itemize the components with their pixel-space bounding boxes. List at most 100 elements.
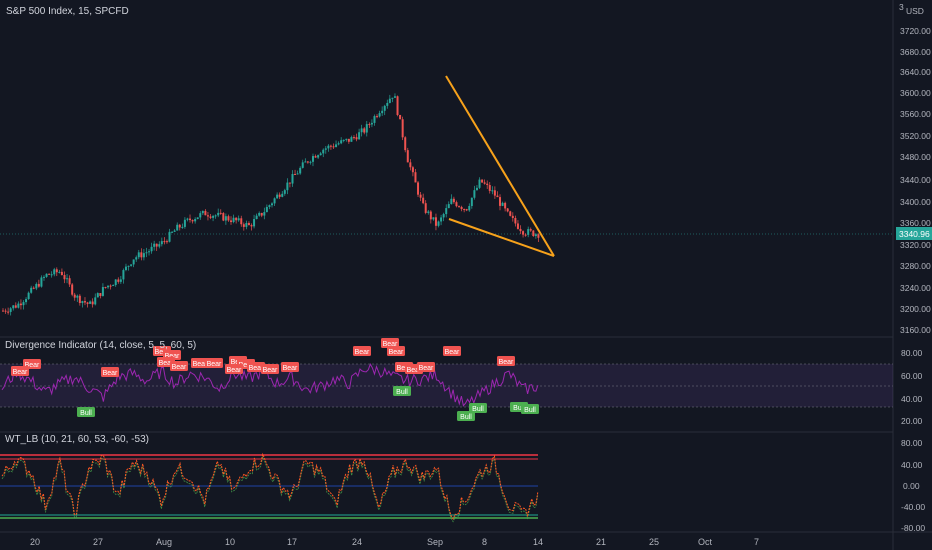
candle-body <box>478 179 481 188</box>
candle-body <box>255 215 258 220</box>
candle-body <box>294 174 297 176</box>
bull-marker[interactable]: Bull <box>521 404 539 414</box>
bear-marker[interactable]: Bear <box>443 346 461 356</box>
candle-body <box>194 219 197 222</box>
bull-marker[interactable]: Bull <box>77 407 95 417</box>
bear-marker-bg <box>417 362 435 372</box>
candle-body <box>278 194 281 197</box>
candle-body <box>504 202 507 209</box>
price-tick: 3400.00 <box>900 197 931 207</box>
currency-label[interactable]: USD <box>906 6 924 16</box>
wt-axis[interactable]: 80.00 40.00 0.00 -40.00 -80.00 <box>901 438 925 533</box>
candle-body <box>219 212 222 214</box>
bear-marker-label: Bear <box>13 369 28 376</box>
candle-body <box>447 204 450 209</box>
bear-marker[interactable]: Bear <box>205 358 223 368</box>
bear-marker[interactable]: Bear <box>381 338 399 348</box>
candle-body <box>499 197 502 206</box>
candle-body <box>181 226 184 228</box>
candle-body <box>383 105 386 111</box>
time-axis[interactable]: 20 27 Aug 10 17 24 Sep 8 14 21 25 Oct 7 <box>30 537 759 547</box>
candle-body <box>342 139 345 141</box>
price-tick: 3240.00 <box>900 283 931 293</box>
candle-body <box>335 144 338 147</box>
price-axis[interactable]: 3720.00 3680.00 3640.00 3600.00 3560.00 … <box>900 26 931 335</box>
candle-body <box>30 287 33 293</box>
candle-body <box>388 98 391 103</box>
candle-body <box>475 187 478 191</box>
candle-body <box>378 113 381 117</box>
bear-marker-label: Bear <box>159 360 174 367</box>
time-tick: 10 <box>225 537 235 547</box>
bear-marker[interactable]: Bear <box>101 367 119 377</box>
candle-body <box>127 265 130 267</box>
candle-body <box>393 96 396 98</box>
candle-body <box>2 310 4 312</box>
bull-marker[interactable]: Bull <box>469 403 487 413</box>
bear-marker[interactable]: Bear <box>497 356 515 366</box>
divergence-axis[interactable]: 80.00 60.00 40.00 20.00 <box>901 348 923 426</box>
candle-body <box>363 128 366 133</box>
candle-body <box>135 257 138 260</box>
candle-body <box>45 273 48 277</box>
candle-body <box>355 137 358 140</box>
candle-body <box>48 273 51 275</box>
candle-body <box>25 299 28 303</box>
bear-marker[interactable]: Bear <box>281 362 299 372</box>
candle-body <box>437 221 440 226</box>
candle-body <box>422 197 425 204</box>
time-tick: 24 <box>352 537 362 547</box>
bull-marker-bg <box>457 411 475 421</box>
bear-marker[interactable]: Bear <box>417 362 435 372</box>
candle-body <box>112 285 115 287</box>
candle-body <box>89 301 92 304</box>
candle-body <box>224 216 227 221</box>
candle-body <box>288 182 291 184</box>
bear-marker[interactable]: Bear <box>387 346 405 356</box>
bear-marker-bg <box>281 362 299 372</box>
candle-body <box>130 264 133 266</box>
candle-body <box>235 217 238 221</box>
candle-body <box>71 284 74 295</box>
bear-marker[interactable]: Bear <box>191 358 209 368</box>
bear-marker[interactable]: Bear <box>225 364 243 374</box>
lower-trendline[interactable] <box>448 218 555 257</box>
candle-body <box>237 218 240 221</box>
wt-series <box>1 452 539 523</box>
candle-body <box>40 277 43 287</box>
candle-body <box>232 217 235 223</box>
candle-body <box>12 305 15 309</box>
time-tick: Aug <box>156 537 172 547</box>
candle-body <box>101 287 104 296</box>
time-tick: 8 <box>482 537 487 547</box>
candle-body <box>534 234 537 237</box>
candle-body <box>301 162 304 168</box>
candle-body <box>419 194 422 198</box>
candle-body <box>173 230 176 232</box>
candle-body <box>450 198 453 205</box>
price-tick: 3640.00 <box>900 67 931 77</box>
candle-body <box>414 172 417 183</box>
bear-marker[interactable]: Bear <box>170 361 188 371</box>
bear-marker[interactable]: Bear <box>247 362 265 372</box>
candle-body <box>55 269 58 273</box>
bear-marker-bg <box>170 361 188 371</box>
candle-body <box>445 208 448 215</box>
upper-trendline[interactable] <box>445 75 555 257</box>
bull-marker[interactable]: Bull <box>457 411 475 421</box>
bull-marker[interactable]: Bull <box>393 386 411 396</box>
candle-body <box>22 302 25 306</box>
candle-body <box>460 206 463 210</box>
bear-marker[interactable]: Bear <box>353 346 371 356</box>
candle-body <box>365 124 368 133</box>
candle-body <box>527 229 530 235</box>
candle-body <box>217 212 220 216</box>
candle-body <box>360 128 363 133</box>
candle-body <box>432 217 435 220</box>
bear-marker[interactable]: Bear <box>11 366 29 376</box>
candle-body <box>227 216 230 221</box>
bear-marker[interactable]: Bear <box>261 364 279 374</box>
candle-body <box>165 241 168 243</box>
